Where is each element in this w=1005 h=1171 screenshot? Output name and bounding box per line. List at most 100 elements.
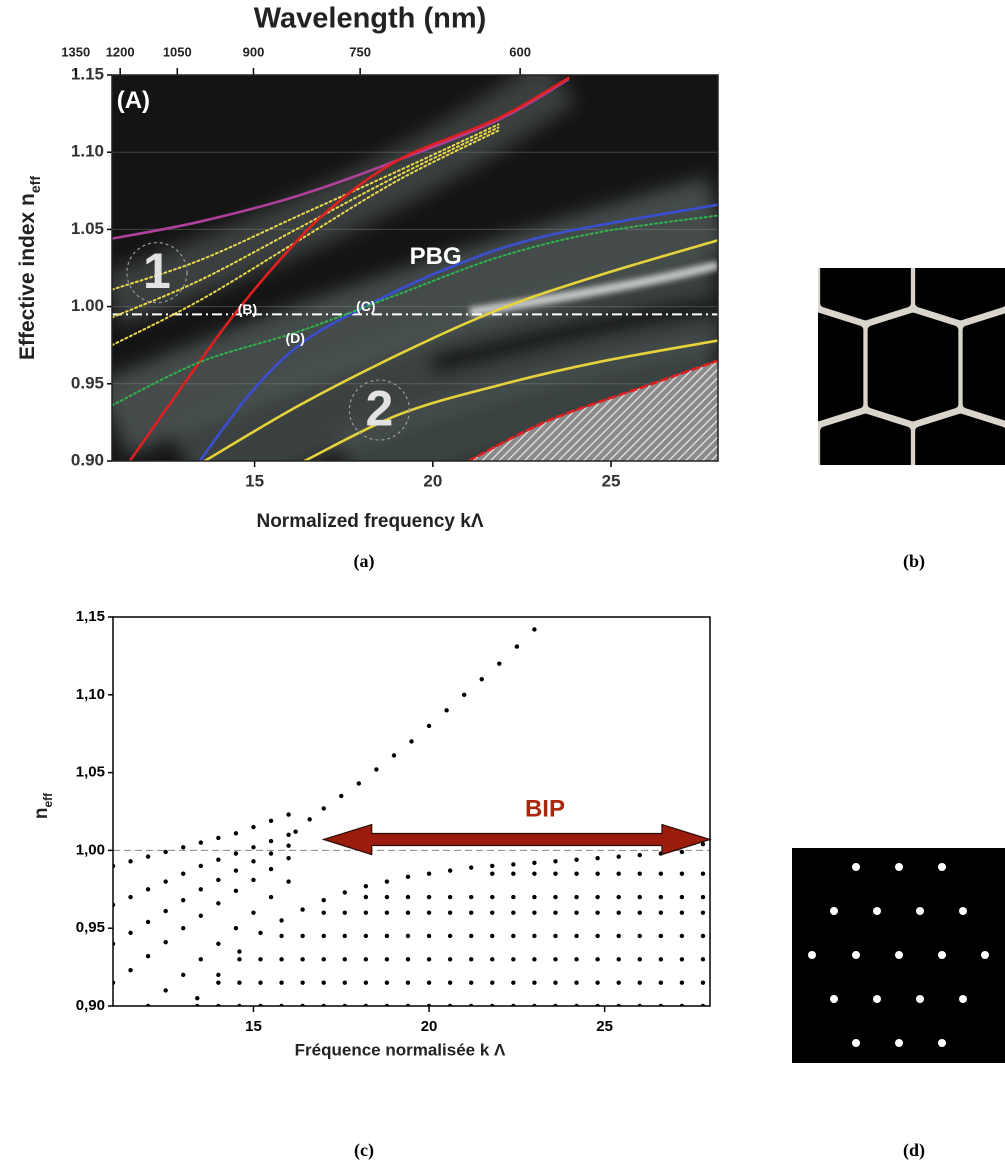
- point: [511, 980, 516, 985]
- y-tick-label: 1.05: [71, 219, 104, 238]
- point: [553, 871, 558, 876]
- point: [637, 910, 642, 915]
- point: [233, 868, 239, 873]
- point: [286, 843, 291, 848]
- point: [574, 980, 579, 985]
- point: [511, 933, 516, 939]
- point: [490, 933, 495, 939]
- y-tick-label: 1.15: [71, 64, 104, 83]
- point: [339, 793, 344, 799]
- point: [616, 980, 621, 985]
- air-hole: [962, 313, 1005, 421]
- point: [216, 980, 221, 985]
- point: [181, 845, 186, 850]
- point: [321, 980, 326, 985]
- x-tick-label: 20: [423, 471, 442, 490]
- point: [479, 677, 484, 682]
- point: [286, 855, 291, 861]
- annotation: 1: [143, 243, 171, 299]
- curve: [112, 78, 570, 240]
- lattice-hole: [895, 1039, 903, 1047]
- point: [658, 957, 664, 962]
- lattice-hole: [852, 951, 860, 959]
- curve: [112, 126, 500, 319]
- point: [616, 933, 621, 939]
- point: [426, 957, 432, 962]
- y-tick-label: 1.00: [71, 296, 104, 315]
- curve: [467, 359, 718, 461]
- point: [216, 941, 221, 946]
- fiber-cross-section-image: [730, 216, 1005, 465]
- point: [128, 859, 133, 864]
- x2-tick-label: 600: [509, 44, 531, 59]
- point: [163, 879, 168, 884]
- x2-tick-label: 1200: [106, 44, 135, 59]
- point: [553, 980, 558, 985]
- point: [461, 692, 467, 697]
- annotation: (D): [286, 330, 305, 346]
- curve: [303, 339, 718, 461]
- curve: [198, 203, 718, 461]
- point: [405, 874, 411, 880]
- point: [469, 894, 474, 900]
- point: [251, 859, 256, 864]
- air-hole: [915, 268, 1005, 321]
- point: [258, 957, 263, 962]
- x2-axis-title: Wavelength (nm): [254, 3, 487, 35]
- point: [145, 954, 151, 959]
- point: [279, 957, 284, 962]
- point: [163, 908, 168, 914]
- plot-area-c: [113, 617, 710, 1006]
- x2-tick-label: 1050: [163, 44, 192, 59]
- point: [700, 910, 706, 915]
- point: [251, 910, 256, 915]
- point: [490, 957, 495, 962]
- lattice-hole: [895, 951, 903, 959]
- point: [300, 957, 305, 962]
- lattice-hole: [830, 907, 838, 915]
- curve: [128, 76, 570, 461]
- plot-data-a: (A) PBG 1 2 (B) (C) (D): [112, 75, 718, 461]
- point: [128, 930, 133, 936]
- point: [286, 879, 291, 884]
- annotation-circle: [348, 379, 410, 441]
- x-tick-label: 25: [596, 1018, 613, 1035]
- point: [553, 933, 558, 939]
- point: [469, 865, 474, 870]
- point: [405, 894, 411, 900]
- point: [658, 933, 664, 939]
- point: [145, 919, 151, 925]
- point: [293, 829, 298, 834]
- point: [300, 933, 305, 939]
- point: [198, 913, 203, 918]
- point: [279, 980, 284, 985]
- point: [426, 723, 432, 729]
- y-tick-label: 1,00: [76, 841, 105, 858]
- point: [444, 708, 449, 713]
- air-hole: [820, 268, 911, 321]
- point: [511, 957, 516, 962]
- point: [616, 871, 621, 876]
- point: [679, 849, 685, 855]
- point: [216, 835, 221, 841]
- point: [181, 897, 186, 903]
- point: [490, 980, 495, 985]
- point: [553, 859, 558, 864]
- point: [363, 883, 369, 889]
- point: [679, 910, 685, 915]
- point: [342, 957, 347, 962]
- point: [321, 897, 326, 903]
- lattice-hole: [873, 995, 881, 1003]
- point: [195, 996, 200, 1001]
- lattice-hole: [959, 995, 967, 1003]
- point: [128, 968, 133, 973]
- point: [532, 894, 537, 900]
- annotation: (A): [117, 87, 150, 114]
- point: [342, 980, 347, 985]
- air-hole: [730, 216, 812, 316]
- point: [216, 877, 221, 883]
- y-tick-label: 0,90: [76, 997, 105, 1014]
- point: [595, 957, 600, 962]
- y-tick-label: 1,10: [76, 686, 105, 703]
- point: [198, 957, 203, 962]
